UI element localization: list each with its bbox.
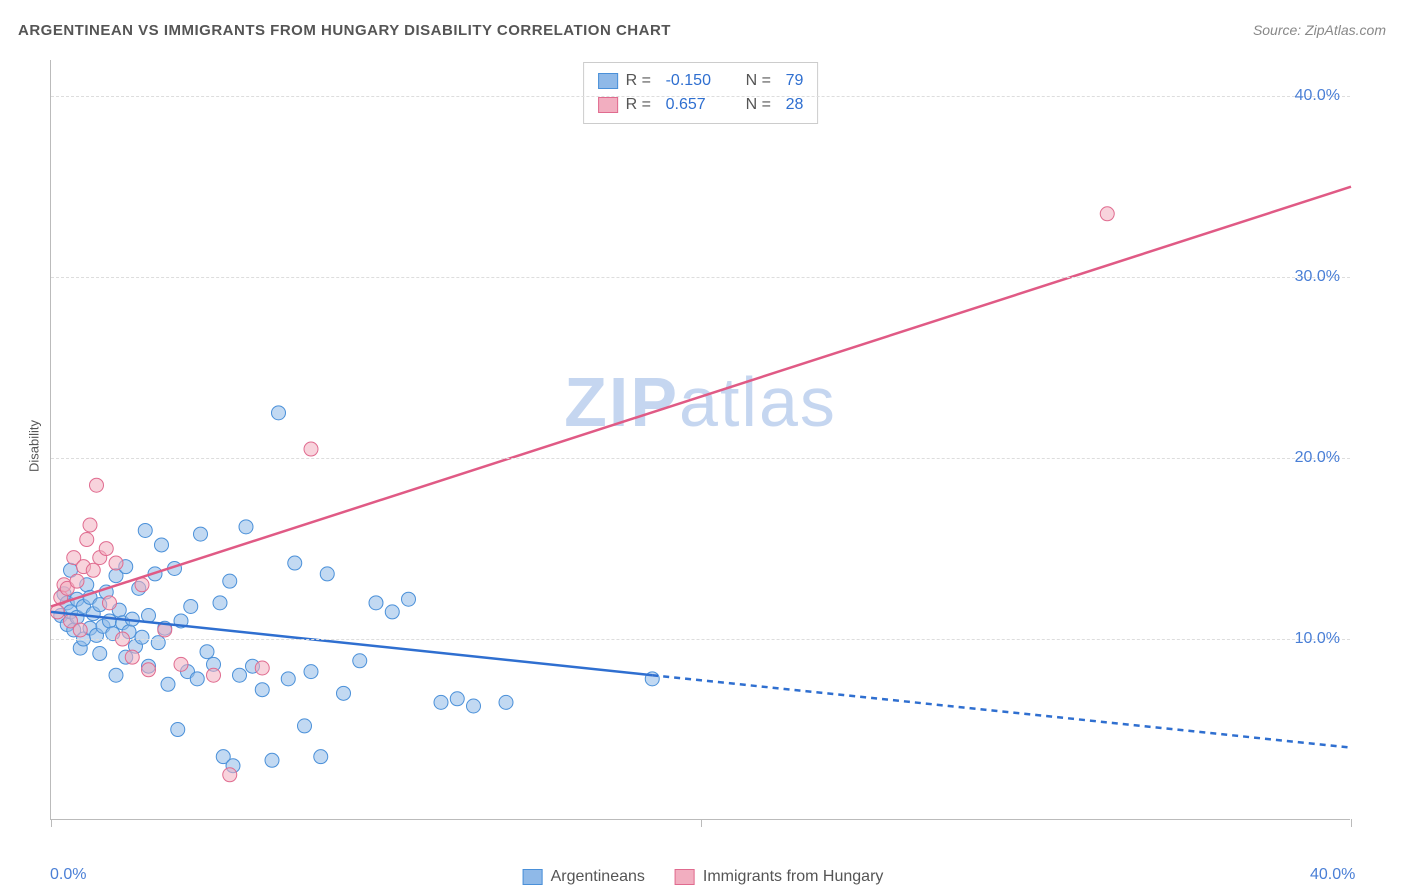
y-axis-label: Disability (27, 420, 42, 472)
data-point (93, 647, 107, 661)
data-point (194, 527, 208, 541)
data-point (499, 695, 513, 709)
gridline (51, 639, 1350, 640)
data-point (138, 523, 152, 537)
data-point (337, 686, 351, 700)
data-point (450, 692, 464, 706)
legend-swatch (598, 73, 618, 89)
data-point (314, 750, 328, 764)
data-point (161, 677, 175, 691)
x-tick-label: 0.0% (50, 866, 86, 884)
data-point (467, 699, 481, 713)
data-point (369, 596, 383, 610)
gridline (51, 458, 1350, 459)
legend-item: Immigrants from Hungary (675, 868, 884, 886)
data-point (239, 520, 253, 534)
correlation-legend: R = -0.150 N = 79 R = 0.657 N = 28 (583, 62, 819, 124)
legend-row: R = -0.150 N = 79 (598, 69, 804, 93)
data-point (207, 668, 221, 682)
data-point (86, 563, 100, 577)
data-point (281, 672, 295, 686)
data-point (402, 592, 416, 606)
data-point (304, 665, 318, 679)
data-point (184, 599, 198, 613)
data-point (200, 645, 214, 659)
data-point (103, 596, 117, 610)
data-point (434, 695, 448, 709)
y-tick-label: 10.0% (1295, 630, 1340, 648)
x-tick (1351, 819, 1352, 827)
correlation-chart: ARGENTINEAN VS IMMIGRANTS FROM HUNGARY D… (0, 0, 1406, 892)
data-point (223, 768, 237, 782)
legend-item: Argentineans (523, 868, 645, 886)
legend-swatch (523, 869, 543, 885)
data-point (70, 574, 84, 588)
data-point (304, 442, 318, 456)
data-point (80, 533, 94, 547)
data-point (320, 567, 334, 581)
data-point (190, 672, 204, 686)
data-point (288, 556, 302, 570)
data-point (125, 650, 139, 664)
y-tick-label: 20.0% (1295, 449, 1340, 467)
x-tick-label: 40.0% (1310, 866, 1355, 884)
data-point (155, 538, 169, 552)
data-point (171, 723, 185, 737)
data-point (213, 596, 227, 610)
data-point (385, 605, 399, 619)
plot-svg (51, 60, 1350, 819)
trend-line (51, 187, 1351, 607)
data-point (353, 654, 367, 668)
plot-area: ZIPatlas R = -0.150 N = 79 R = 0.657 N =… (50, 60, 1350, 820)
gridline (51, 277, 1350, 278)
data-point (73, 623, 87, 637)
data-point (103, 614, 117, 628)
n-value: 79 (786, 69, 804, 93)
data-point (298, 719, 312, 733)
data-point (109, 668, 123, 682)
legend-label: Immigrants from Hungary (703, 868, 884, 886)
data-point (83, 518, 97, 532)
data-point (151, 636, 165, 650)
series-legend: Argentineans Immigrants from Hungary (523, 868, 884, 886)
data-point (223, 574, 237, 588)
data-point (135, 630, 149, 644)
data-point (1100, 207, 1114, 221)
data-point (109, 556, 123, 570)
data-point (142, 663, 156, 677)
y-tick-label: 40.0% (1295, 87, 1340, 105)
trend-line (652, 675, 1351, 747)
legend-label: Argentineans (551, 868, 645, 886)
legend-swatch (675, 869, 695, 885)
data-point (265, 753, 279, 767)
data-point (233, 668, 247, 682)
y-tick-label: 30.0% (1295, 268, 1340, 286)
data-point (255, 683, 269, 697)
chart-title: ARGENTINEAN VS IMMIGRANTS FROM HUNGARY D… (18, 22, 671, 39)
legend-swatch (598, 97, 618, 113)
gridline (51, 96, 1350, 97)
data-point (99, 542, 113, 556)
n-label: N = (746, 69, 778, 93)
x-tick (51, 819, 52, 827)
data-point (272, 406, 286, 420)
data-point (255, 661, 269, 675)
r-label: R = (626, 69, 658, 93)
data-point (90, 478, 104, 492)
data-point (174, 657, 188, 671)
source-label: Source: ZipAtlas.com (1253, 22, 1386, 38)
x-tick (701, 819, 702, 827)
r-value: -0.150 (666, 69, 738, 93)
